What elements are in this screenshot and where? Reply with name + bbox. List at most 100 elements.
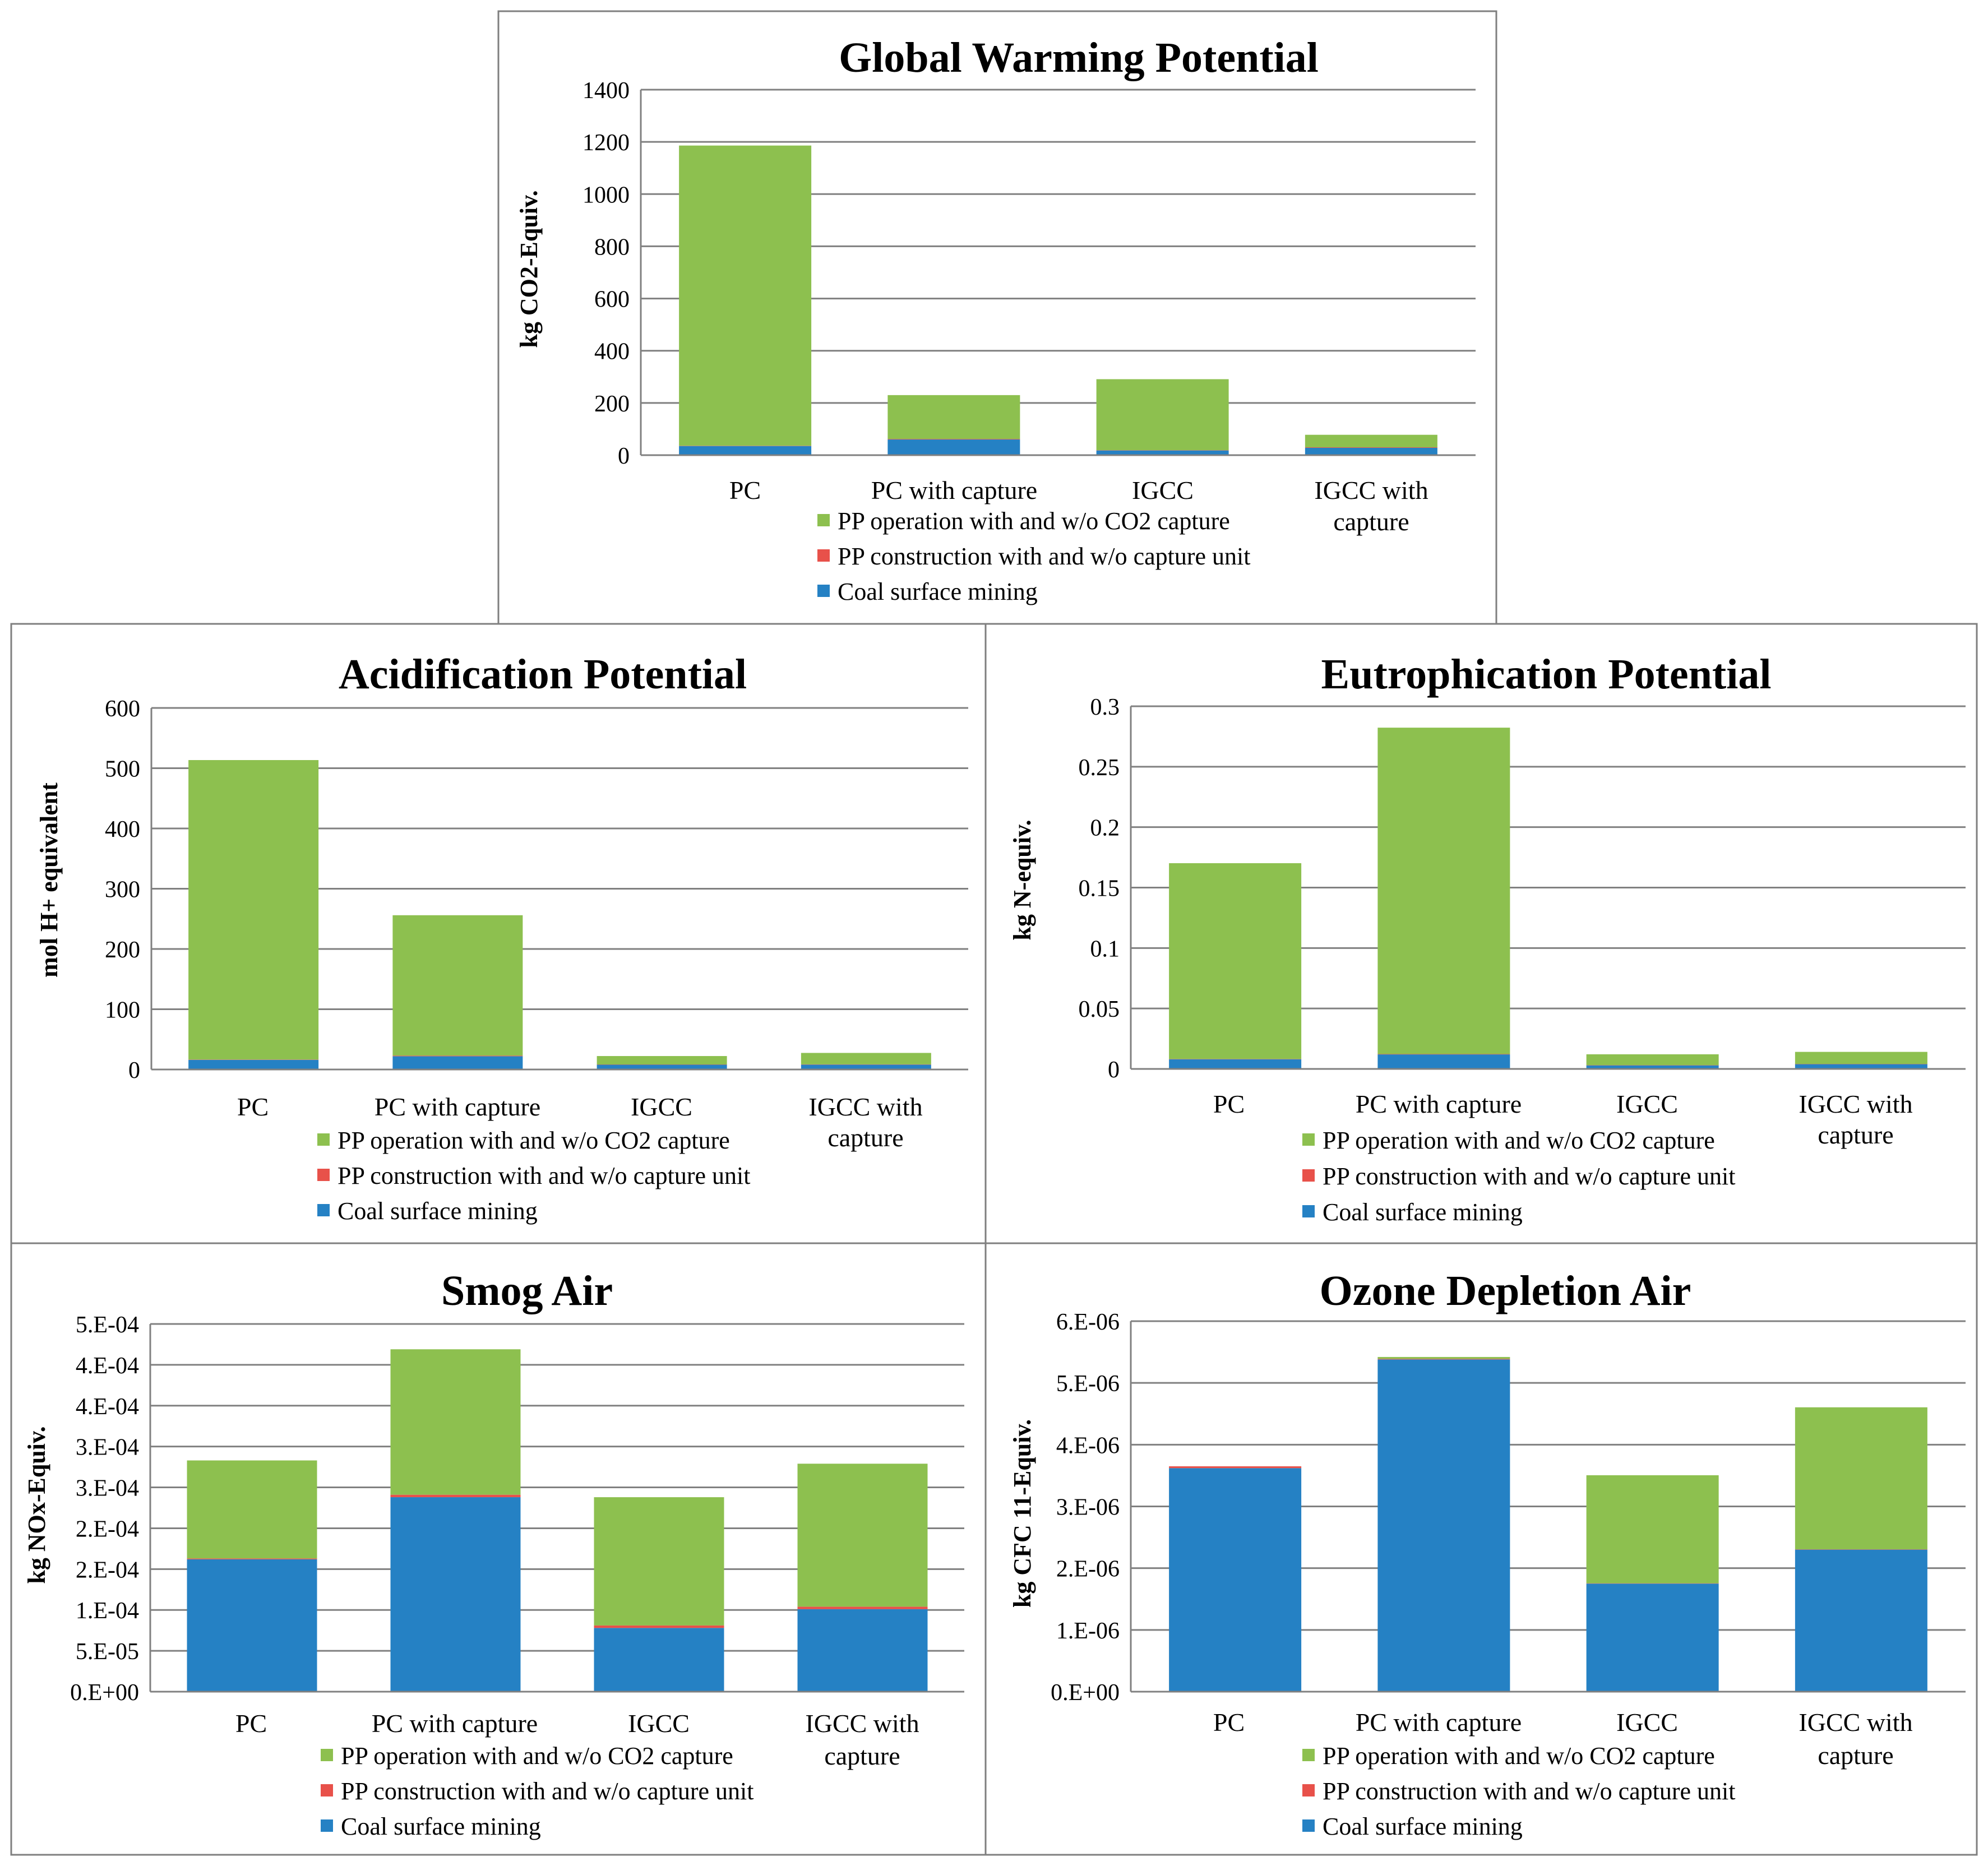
bar-segment-mining: [1795, 1549, 1927, 1692]
legend-label: Coal surface mining: [1323, 1813, 1523, 1840]
bar-segment-operation: [1377, 728, 1510, 1054]
bar-segment-operation: [594, 1497, 724, 1626]
bar-segment-construction: [1096, 450, 1229, 451]
x-tick-label: PC with capture: [1356, 1090, 1522, 1118]
x-tick-label: IGCC: [628, 1709, 690, 1738]
bar-segment-mining: [797, 1609, 928, 1692]
x-tick-label: IGCC with: [808, 1092, 922, 1121]
x-tick-label: IGCC: [1132, 476, 1194, 504]
bar-segment-construction: [801, 1064, 931, 1065]
y-tick-label: 2.E-04: [76, 1557, 139, 1583]
legend-label: PP operation with and w/o CO2 capture: [338, 1127, 730, 1154]
bar-segment-mining: [1586, 1583, 1719, 1692]
legend-label: PP construction with and w/o capture uni…: [338, 1162, 750, 1189]
bar-segment-mining: [1305, 447, 1437, 455]
bars: [679, 145, 1437, 455]
x-tick-label: IGCC with: [1314, 476, 1428, 504]
legend: PP operation with and w/o CO2 capture PP…: [1302, 1742, 1735, 1840]
bar-segment-mining: [188, 1059, 319, 1069]
legend-label: Coal surface mining: [341, 1813, 541, 1840]
y-tick-label: 400: [594, 339, 630, 365]
y-tick-label: 0.25: [1079, 755, 1120, 781]
y-tick-label: 5.E-05: [76, 1639, 139, 1665]
y-tick-label: 0.3: [1090, 694, 1120, 720]
legend: PP operation with and w/o CO2 capture PP…: [321, 1742, 753, 1840]
y-tick-label: 0.1: [1090, 936, 1120, 962]
bar-segment-operation: [797, 1464, 928, 1607]
x-tick-label: IGCC: [631, 1092, 692, 1121]
y-axis-label: kg CO2-Equiv.: [515, 190, 543, 348]
y-tick-label: 2.E-06: [1056, 1557, 1120, 1582]
legend-label: PP construction with and w/o capture uni…: [341, 1777, 753, 1805]
chart-title: Ozone Depletion Air: [1320, 1267, 1691, 1314]
legend-swatch-mining: [1302, 1819, 1315, 1832]
y-axis-label: mol H+ equivalent: [35, 782, 63, 978]
x-tick-label: IGCC: [1616, 1708, 1678, 1737]
bars: [188, 760, 931, 1069]
bar-segment-mining: [1377, 1054, 1510, 1069]
x-tick-labels: PC PC with capture IGCC IGCC with captur…: [1213, 1090, 1913, 1149]
panel-smog: Smog Air kg NOx-Equiv. 0.E+00 5.E-05 1.E-0…: [10, 1242, 987, 1856]
x-axis: [1130, 1321, 1966, 1693]
bars: [1169, 1356, 1927, 1692]
x-tick-label: PC: [1213, 1090, 1245, 1118]
y-tick-labels: 0.E+00 5.E-05 1.E-04 2.E-04 2.E-04 3.E-04 3.E-…: [70, 1312, 139, 1706]
bar-segment-construction: [1795, 1549, 1927, 1550]
bar-segment-construction: [1586, 1583, 1719, 1584]
bar-segment-mining: [597, 1064, 727, 1069]
y-tick-label: 0: [618, 443, 630, 469]
legend-label: PP construction with and w/o capture uni…: [838, 543, 1250, 570]
y-tick-label: 0.05: [1079, 997, 1120, 1022]
chart-title: Global Warming Potential: [839, 34, 1319, 81]
bar-segment-mining: [1096, 450, 1229, 455]
y-tick-label: 600: [594, 287, 630, 313]
legend-swatch-construction: [817, 549, 830, 562]
legend: PP operation with and w/o CO2 capture PP…: [317, 1127, 750, 1225]
legend-label: PP construction with and w/o capture uni…: [1323, 1163, 1735, 1190]
x-tick-label: PC: [235, 1709, 267, 1738]
x-axis: [149, 1324, 964, 1693]
x-tick-label: PC with capture: [375, 1092, 540, 1121]
bar-segment-construction: [1169, 1466, 1302, 1469]
bar-segment-construction: [1586, 1065, 1719, 1066]
bar-segment-operation: [1096, 379, 1229, 451]
bar-segment-operation: [1586, 1054, 1719, 1066]
y-tick-label: 6.E-06: [1056, 1309, 1120, 1335]
y-axis-label: kg N-equiv.: [1009, 819, 1036, 940]
y-tick-label: 3.E-04: [76, 1476, 139, 1502]
y-tick-label: 0.E+00: [70, 1680, 139, 1706]
y-tick-label: 0.2: [1090, 816, 1120, 841]
panel-ozone-depletion: Ozone Depletion Air kg CFC 11-Equiv. 0.E…: [984, 1242, 1978, 1856]
bar-segment-operation: [1586, 1475, 1719, 1583]
legend-swatch-mining: [321, 1819, 333, 1832]
legend: PP operation with and w/o CO2 capture PP…: [1302, 1127, 1735, 1226]
legend-label: PP construction with and w/o capture uni…: [1323, 1777, 1735, 1805]
y-tick-label: 1000: [582, 182, 630, 208]
bar-segment-construction: [390, 1494, 521, 1498]
y-tick-label: 4.E-06: [1056, 1433, 1120, 1458]
x-tick-label: IGCC: [1616, 1090, 1678, 1118]
bar-segment-operation: [392, 915, 523, 1056]
panel-frame: [984, 1242, 1978, 1856]
y-tick-labels: 0 0.05 0.1 0.15 0.2 0.25 0.3: [1079, 694, 1120, 1083]
y-axis-label: kg NOx-Equiv.: [23, 1426, 50, 1583]
bar-segment-construction: [594, 1625, 724, 1628]
x-axis: [640, 90, 1476, 456]
y-axis-label: kg CFC 11-Equiv.: [1009, 1419, 1036, 1608]
bar-segment-mining: [390, 1497, 521, 1692]
legend-label: PP operation with and w/o CO2 capture: [1323, 1127, 1715, 1154]
y-tick-label: 200: [594, 391, 630, 417]
y-tick-label: 5.E-06: [1056, 1371, 1120, 1397]
bar-segment-mining: [594, 1628, 724, 1692]
legend-swatch-construction: [1302, 1784, 1315, 1796]
y-tick-label: 300: [105, 877, 140, 903]
legend-label: PP operation with and w/o CO2 capture: [1323, 1742, 1715, 1770]
legend-swatch-mining: [317, 1204, 330, 1216]
y-tick-label: 3.E-04: [76, 1435, 139, 1461]
bar-segment-operation: [187, 1460, 317, 1559]
bar-segment-operation: [1795, 1407, 1927, 1550]
bar-segment-operation: [390, 1349, 521, 1495]
x-tick-labels: PC PC with capture IGCC IGCC with captur…: [1213, 1708, 1913, 1770]
legend-swatch-operation: [1302, 1749, 1315, 1761]
legend-label: Coal surface mining: [1323, 1198, 1523, 1226]
